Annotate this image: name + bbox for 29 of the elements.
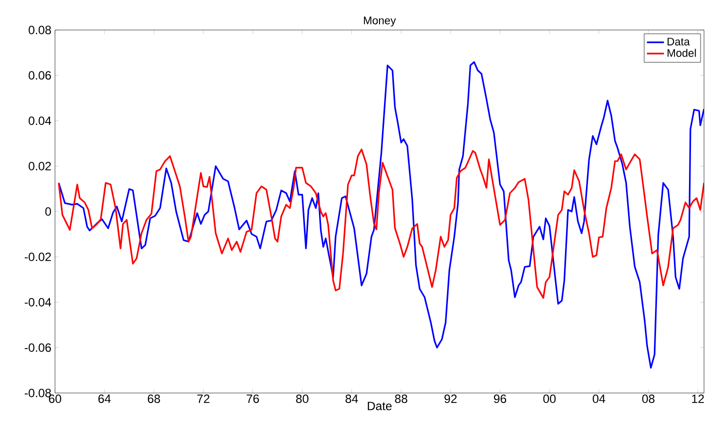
x-tick-label: 68 <box>148 394 160 403</box>
line-series <box>58 148 704 299</box>
y-tick-label: -0.06 <box>24 343 51 352</box>
y-tick-label: -0.04 <box>24 298 52 306</box>
legend-label: Model <box>668 48 696 57</box>
y-tick-label: -0.08 <box>24 388 51 398</box>
x-tick-label: 84 <box>346 394 358 403</box>
x-axis-title: Date <box>368 402 392 410</box>
y-tick-label: 0.02 <box>28 162 51 170</box>
x-tick-label: 12 <box>692 394 704 403</box>
x-tick-label: 80 <box>296 394 308 403</box>
legend-label: Data <box>668 38 690 46</box>
x-tick-label: 96 <box>494 394 506 403</box>
x-tick-label: 64 <box>98 394 111 403</box>
x-tick-label: 04 <box>592 394 606 403</box>
x-tick-label: 00 <box>543 394 556 403</box>
y-tick-label: 0.04 <box>28 116 52 125</box>
x-tick-label: 08 <box>642 394 655 403</box>
x-tick-label: 76 <box>246 394 259 403</box>
x-tick-label: 72 <box>197 394 210 403</box>
line-series <box>58 61 704 369</box>
y-tick-label: 0.08 <box>28 26 51 34</box>
x-tick-label: 60 <box>48 394 62 403</box>
y-tick-label: -0.02 <box>24 252 51 262</box>
chart-title: Money <box>364 16 396 26</box>
x-tick-label: 92 <box>444 394 457 403</box>
x-tick-label: 88 <box>395 394 408 403</box>
y-tick-label: 0 <box>45 207 52 216</box>
y-tick-label: 0.06 <box>28 71 51 80</box>
